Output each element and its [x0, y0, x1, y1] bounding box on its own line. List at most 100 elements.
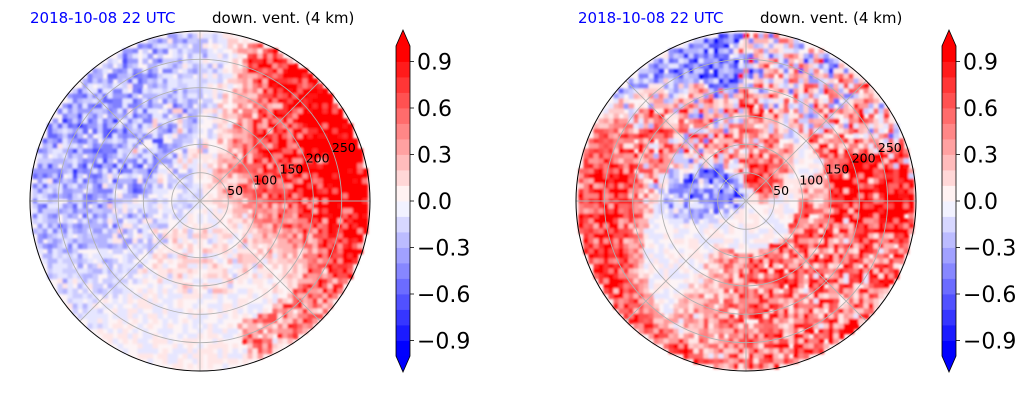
contour-cell: [613, 168, 620, 175]
contour-cell: [147, 218, 154, 225]
contour-cell: [212, 158, 219, 165]
contour-cell: [202, 283, 209, 290]
contour-cell: [192, 353, 199, 360]
contour-cell: [67, 148, 74, 155]
contour-cell: [162, 158, 169, 165]
contour-cell: [633, 93, 640, 100]
contour-cell: [192, 188, 199, 195]
contour-cell: [618, 133, 625, 140]
colorbar-segment: [396, 139, 410, 155]
contour-cell: [167, 98, 174, 105]
contour-cell: [222, 68, 229, 75]
contour-cell: [618, 193, 625, 200]
contour-cell: [267, 238, 274, 245]
contour-cell: [57, 108, 64, 115]
contour-cell: [102, 243, 109, 250]
contour-cell: [212, 263, 219, 270]
contour-cell: [287, 313, 294, 320]
contour-cell: [362, 213, 369, 220]
contour-cell: [212, 133, 219, 140]
contour-cell: [788, 173, 795, 180]
contour-cell: [307, 83, 314, 90]
contour-cell: [798, 88, 805, 95]
contour-cell: [172, 363, 179, 370]
contour-cell: [177, 238, 184, 245]
contour-cell: [297, 118, 304, 125]
contour-cell: [47, 238, 54, 245]
contour-cell: [287, 238, 294, 245]
contour-cell: [102, 188, 109, 195]
contour-cell: [693, 183, 700, 190]
contour-cell: [272, 243, 279, 250]
contour-cell: [728, 123, 735, 130]
contour-cell: [773, 63, 780, 70]
contour-cell: [342, 133, 349, 140]
contour-cell: [723, 83, 730, 90]
contour-cell: [287, 208, 294, 215]
contour-cell: [267, 73, 274, 80]
contour-cell: [703, 73, 710, 80]
contour-cell: [192, 88, 199, 95]
contour-cell: [97, 318, 104, 325]
contour-cell: [142, 258, 149, 265]
contour-cell: [728, 58, 735, 65]
contour-cell: [97, 108, 104, 115]
contour-cell: [342, 208, 349, 215]
contour-cell: [598, 143, 605, 150]
contour-cell: [693, 48, 700, 55]
contour-cell: [57, 258, 64, 265]
contour-cell: [708, 203, 715, 210]
contour-cell: [693, 163, 700, 170]
contour-cell: [287, 303, 294, 310]
contour-cell: [247, 193, 254, 200]
contour-cell: [603, 138, 610, 145]
contour-cell: [883, 158, 890, 165]
contour-cell: [828, 98, 835, 105]
contour-cell: [192, 278, 199, 285]
contour-cell: [773, 108, 780, 115]
contour-cell: [718, 93, 725, 100]
contour-cell: [843, 188, 850, 195]
contour-cell: [908, 203, 915, 210]
colorbar-extend-max: [396, 30, 410, 46]
contour-cell: [277, 248, 284, 255]
contour-cell: [107, 73, 114, 80]
contour-cell: [207, 363, 214, 370]
contour-cell: [628, 133, 635, 140]
contour-cell: [793, 103, 800, 110]
contour-cell: [92, 168, 99, 175]
contour-cell: [282, 118, 289, 125]
contour-cell: [167, 43, 174, 50]
contour-cell: [603, 218, 610, 225]
contour-cell: [352, 193, 359, 200]
contour-cell: [833, 138, 840, 145]
contour-cell: [833, 133, 840, 140]
contour-cell: [167, 293, 174, 300]
contour-cell: [347, 203, 354, 210]
contour-cell: [247, 98, 254, 105]
contour-cell: [97, 223, 104, 230]
contour-cell: [863, 88, 870, 95]
contour-cell: [643, 218, 650, 225]
contour-cell: [202, 68, 209, 75]
contour-cell: [357, 158, 364, 165]
contour-cell: [317, 193, 324, 200]
contour-cell: [613, 98, 620, 105]
contour-cell: [147, 303, 154, 310]
contour-cell: [257, 83, 264, 90]
contour-cell: [177, 203, 184, 210]
contour-cell: [282, 338, 289, 345]
colorbar-segment: [396, 278, 410, 295]
contour-cell: [227, 258, 234, 265]
contour-cell: [733, 183, 740, 190]
contour-cell: [137, 203, 144, 210]
panel-title-left: 2018-10-08 22 UTC: [578, 9, 724, 27]
contour-cell: [67, 268, 74, 275]
contour-cell: [77, 258, 84, 265]
contour-cell: [47, 208, 54, 215]
contour-cell: [117, 328, 124, 335]
contour-cell: [152, 48, 159, 55]
contour-cell: [287, 98, 294, 105]
contour-cell: [352, 253, 359, 260]
contour-cell: [578, 203, 585, 210]
